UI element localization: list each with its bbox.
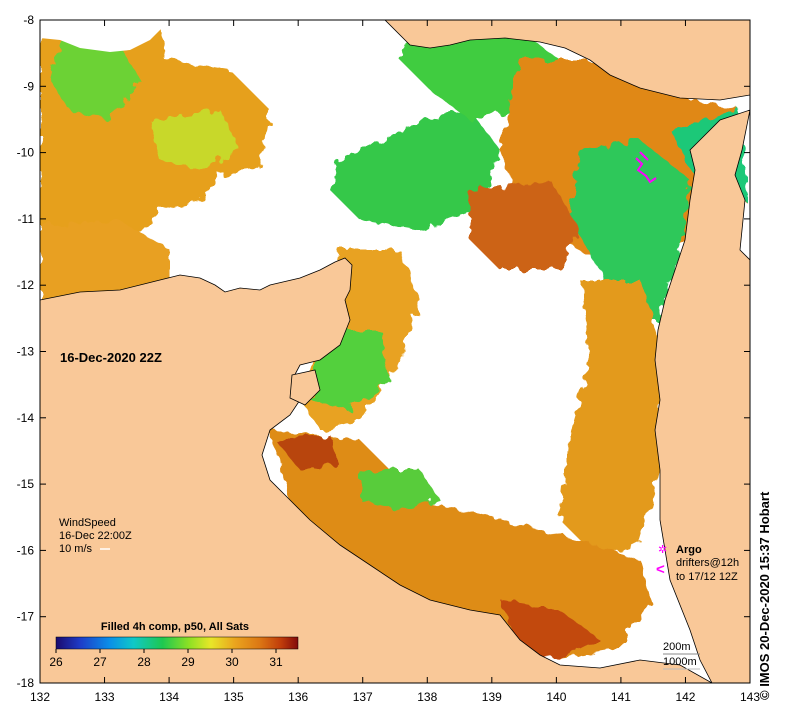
land bbox=[40, 20, 750, 683]
imos-credit: © IMOS 20-Dec-2020 15:37 Hobart bbox=[757, 491, 772, 700]
colorbar-tick-label: 29 bbox=[181, 655, 195, 669]
depth-1000m: 1000m bbox=[663, 656, 697, 668]
x-tick-label: 138 bbox=[417, 690, 437, 704]
x-tick-label: 140 bbox=[546, 690, 566, 704]
x-tick-label: 133 bbox=[95, 690, 115, 704]
x-tick-label: 135 bbox=[224, 690, 244, 704]
argo-label: Argo bbox=[676, 544, 702, 556]
y-tick-label: -12 bbox=[17, 278, 35, 292]
y-tick-label: -14 bbox=[17, 411, 35, 425]
sst-patch-nw-green bbox=[50, 40, 140, 120]
argo-symbol: ✲ bbox=[658, 544, 667, 556]
wind-title: WindSpeed bbox=[59, 517, 116, 529]
x-tick-label: 136 bbox=[288, 690, 308, 704]
land-wellesley-islands bbox=[289, 369, 321, 406]
drifter-track bbox=[635, 151, 657, 184]
x-tick-label: 137 bbox=[353, 690, 373, 704]
x-tick-label: 141 bbox=[611, 690, 631, 704]
x-tick-label: 143 bbox=[740, 690, 760, 704]
depth-legend: 200m 1000m bbox=[663, 641, 700, 670]
wind-time: 16-Dec 22:00Z bbox=[59, 530, 132, 542]
sst-patch-arafura bbox=[330, 110, 500, 230]
colorbar: Filled 4h comp, p50, All Sats 26 27 28 29 30… bbox=[49, 621, 299, 669]
land-tiwi-islands bbox=[40, 20, 170, 52]
y-tick-label: -18 bbox=[17, 676, 35, 690]
x-tick-label: 132 bbox=[30, 690, 50, 704]
colorbar-tick-label: 26 bbox=[49, 655, 63, 669]
drifter-label-1: drifters@12h bbox=[676, 557, 739, 569]
depth-200m: 200m bbox=[663, 641, 691, 653]
date-label: 16-Dec-2020 22Z bbox=[60, 350, 162, 365]
colorbar-tick-label: 30 bbox=[225, 655, 239, 669]
drifter-symbol: < bbox=[656, 561, 665, 578]
y-tick-label: -8 bbox=[23, 13, 34, 27]
wind-legend: WindSpeed 16-Dec 22:00Z 10 m/s bbox=[59, 517, 132, 555]
colorbar-ticks: 26 27 28 29 30 31 bbox=[49, 649, 283, 669]
wind-ref: 10 m/s bbox=[59, 543, 93, 555]
y-axis: -8 -9 -10 -11 -12 -13 -14 -15 -16 -17 -18 bbox=[17, 13, 750, 690]
y-tick-label: -15 bbox=[17, 477, 35, 491]
colorbar-gradient bbox=[55, 636, 299, 650]
sst-patch-nw-yellow bbox=[150, 110, 240, 170]
colorbar-tick-label: 28 bbox=[137, 655, 151, 669]
sst-patch-w-strip bbox=[40, 220, 170, 305]
y-tick-label: -11 bbox=[18, 212, 35, 226]
y-tick-label: -17 bbox=[17, 610, 35, 624]
sst-patch-gulf-sw-red bbox=[275, 435, 340, 470]
sst-patch-ne-green bbox=[570, 140, 690, 320]
land-new-guinea bbox=[384, 20, 750, 101]
x-axis: 132 133 134 135 136 137 138 139 140 141 142 143 bbox=[30, 20, 760, 704]
x-tick-label: 139 bbox=[482, 690, 502, 704]
colorbar-title: Filled 4h comp, p50, All Sats bbox=[101, 621, 249, 633]
y-tick-label: -9 bbox=[23, 79, 34, 93]
sst-patch-center-brown bbox=[470, 180, 580, 270]
argo-legend: ✲ Argo < drifters@12h to 17/12 12Z bbox=[656, 544, 739, 583]
drifter-label-2: to 17/12 12Z bbox=[676, 571, 738, 583]
sst-patch-gulf-east bbox=[560, 280, 665, 560]
colorbar-tick-label: 31 bbox=[269, 655, 283, 669]
land-cape-york bbox=[654, 109, 750, 683]
y-tick-label: -13 bbox=[17, 345, 35, 359]
y-tick-label: -16 bbox=[17, 543, 35, 557]
y-tick-label: -10 bbox=[17, 146, 35, 160]
x-tick-label: 134 bbox=[159, 690, 179, 704]
colorbar-tick-label: 27 bbox=[93, 655, 107, 669]
x-tick-label: 142 bbox=[675, 690, 695, 704]
sst-patch-gulf-south-green bbox=[360, 470, 440, 510]
